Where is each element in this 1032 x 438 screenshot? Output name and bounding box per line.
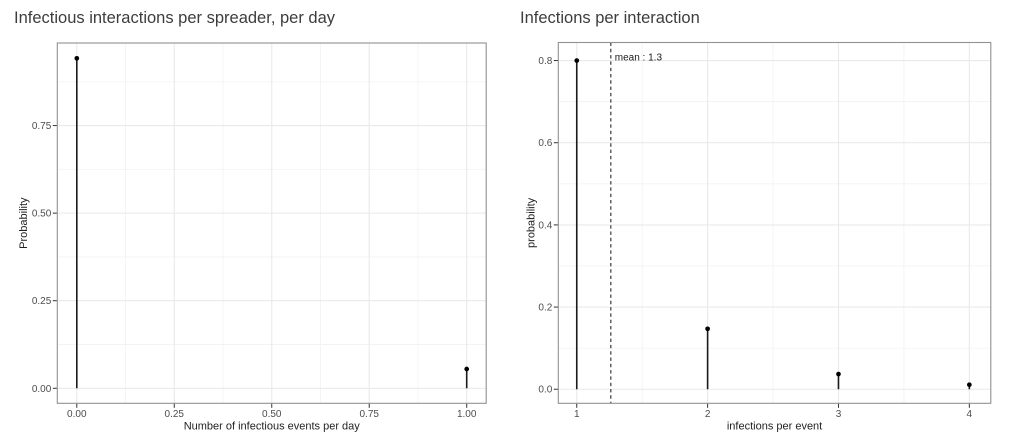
chart-infectious-interactions: Infectious interactions per spreader, pe…	[14, 9, 487, 433]
data-point	[464, 366, 470, 372]
data-point	[836, 371, 841, 377]
y-axis-title: Probability	[18, 197, 30, 249]
data-point	[74, 55, 80, 61]
stem-plot-infections-per-interaction: mean : 1.3 1 2 3 4 0.0 0.2 0.4 0.6 0.8 infections …	[526, 41, 992, 433]
y-tick-label: 0.75	[32, 121, 52, 132]
y-tick-label: 0.2	[538, 303, 552, 314]
x-tick-label: 3	[836, 409, 842, 420]
panel-border	[56, 42, 487, 404]
mean-annotation-label: mean : 1.3	[615, 53, 663, 64]
panel-background	[558, 42, 991, 404]
y-tick-label: 0.6	[538, 138, 552, 149]
panel-border	[557, 41, 992, 404]
x-tick-label: 0.00	[67, 409, 87, 420]
x-tick-label: 2	[705, 409, 711, 420]
y-tick-label: 0.50	[32, 209, 52, 220]
data-point	[705, 326, 710, 332]
data-point	[574, 58, 580, 63]
y-axis-title: probability	[526, 197, 538, 248]
y-tick-label: 0.25	[32, 296, 52, 307]
x-axis-title: Number of infectious events per day	[184, 421, 361, 433]
chart-title-infectious-interactions: Infectious interactions per spreader, pe…	[14, 9, 336, 27]
x-tick-label: 0.75	[359, 409, 379, 420]
data-point	[966, 382, 972, 388]
x-tick-label: 1.00	[457, 409, 477, 420]
x-tick-label: 4	[967, 409, 973, 420]
x-axis-title: infections per event	[727, 421, 822, 433]
stem-plot-infectious-interactions: 0.00 0.25 0.50 0.75 1.000.000.250.500.75Numb…	[18, 42, 487, 433]
chart-title-infections-per-interaction: Infections per interaction	[520, 9, 700, 27]
chart-infections-per-interaction: Infections per interaction mean : 1.3 1 2 3…	[516, 0, 1032, 438]
x-tick-label: 0.50	[262, 409, 282, 420]
y-tick-label: 0.4	[538, 220, 552, 231]
x-tick-label: 1	[574, 409, 580, 420]
x-tick-label: 0.25	[165, 409, 185, 420]
y-tick-label: 0.00	[32, 384, 52, 395]
y-tick-label: 0.8	[538, 56, 552, 67]
y-tick-label: 0.0	[538, 385, 552, 396]
